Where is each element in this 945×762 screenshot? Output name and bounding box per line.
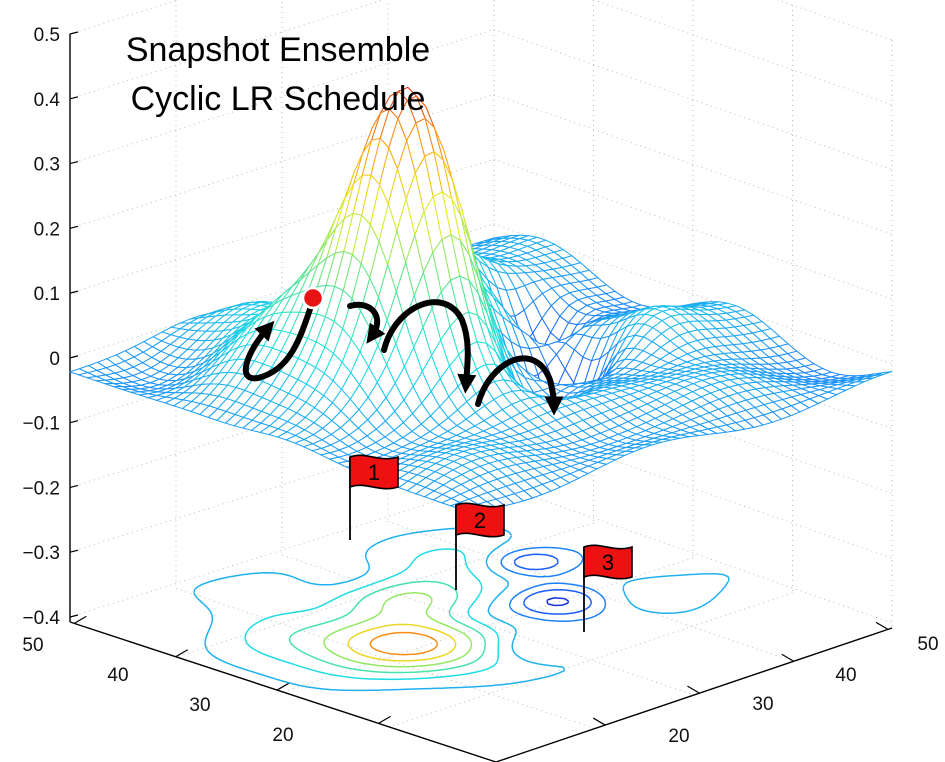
trajectory-arrow <box>381 299 477 394</box>
z-tick-mark <box>69 290 79 294</box>
y-tick-mark <box>276 682 290 691</box>
z-tick-label: 0.5 <box>34 25 60 46</box>
flag-label: 1 <box>368 460 380 485</box>
floor-grid-line <box>175 588 596 729</box>
z-tick-label: 0 <box>49 349 60 370</box>
x-tick-mark <box>875 621 889 630</box>
z-tick-mark <box>69 549 79 553</box>
floor-grid-line <box>282 557 694 693</box>
z-tick-label: −0.3 <box>22 543 60 564</box>
z-tick-mark <box>69 225 79 229</box>
y-tick-label: 50 <box>22 635 43 656</box>
x-tick-label: 50 <box>917 634 938 655</box>
z-tick-mark <box>69 31 79 35</box>
trajectory-arrows <box>242 286 564 416</box>
floor-grid-line <box>387 521 794 662</box>
z-tick-mark <box>69 96 79 100</box>
snapshot-flag: 3 <box>583 544 633 632</box>
trajectory-arrow <box>242 297 316 382</box>
x-tick-label: 20 <box>668 726 689 747</box>
z-tick-mark <box>69 420 79 424</box>
snapshot-flag: 2 <box>455 502 505 590</box>
grid-line-right <box>493 482 893 624</box>
y-tick-label: 40 <box>107 665 128 686</box>
x-tick-label: 40 <box>835 665 856 686</box>
z-tick-label: −0.2 <box>22 478 60 499</box>
trajectory-arrow <box>475 355 564 416</box>
x-axis-line <box>495 627 893 762</box>
y-tick-label: 20 <box>272 725 293 746</box>
contour-line <box>513 553 593 615</box>
contour-line <box>369 631 438 656</box>
snapshot-flag: 1 <box>349 454 399 540</box>
grid-line-right <box>493 29 893 171</box>
z-tick-label: −0.1 <box>22 414 60 435</box>
z-tick-mark <box>69 484 79 489</box>
contour-line <box>193 526 730 692</box>
contour-line <box>288 580 486 674</box>
contour-line <box>323 592 473 668</box>
z-tick-mark <box>69 614 79 618</box>
grid-line-right <box>493 93 893 235</box>
flag-cloth <box>349 454 399 490</box>
z-tick-mark <box>69 160 79 165</box>
z-tick-label: 0.1 <box>34 284 60 305</box>
y-tick-mark <box>175 649 188 658</box>
grid-line-right <box>592 0 893 106</box>
contour-line <box>546 597 570 607</box>
z-tick-label: 0.2 <box>34 219 60 240</box>
grid-line-left <box>69 29 495 165</box>
y-axis-line <box>69 621 497 762</box>
x-tick-mark <box>687 685 700 694</box>
x-tick-label: 30 <box>752 694 773 715</box>
grid-line-right <box>493 158 893 300</box>
flag-label: 3 <box>602 550 614 575</box>
axes-box <box>69 34 893 762</box>
contour-projection <box>193 526 730 692</box>
z-tick-label: 0.3 <box>34 155 60 176</box>
contour-line <box>347 623 457 662</box>
flag-label: 2 <box>474 508 486 533</box>
floor-grid-line <box>389 592 793 728</box>
grid-line-left <box>69 482 495 618</box>
snapshot-flags: 1 2 3 <box>349 454 633 632</box>
trajectory-arrow <box>347 301 386 344</box>
z-axis: 0.5 0.4 0.3 0.2 0.1 0 −0.1 −0.2 −0.3 −0.4 <box>22 25 79 629</box>
start-point <box>301 286 325 310</box>
floor-grid-line <box>176 522 594 658</box>
chart-title: Snapshot Ensemble <box>126 31 430 69</box>
flag-cloth <box>583 544 633 580</box>
x-tick-mark <box>592 717 606 726</box>
x-axis: 50 40 30 20 <box>592 621 939 747</box>
y-tick-mark <box>73 615 87 624</box>
y-tick-label: 30 <box>189 695 210 716</box>
z-tick-mark <box>69 355 79 359</box>
z-tick-label: 0.4 <box>34 90 61 111</box>
x-tick-mark <box>781 653 795 662</box>
grid-line-right <box>493 223 893 365</box>
contour-line <box>244 548 500 681</box>
z-tick-label: −0.4 <box>22 608 60 629</box>
surface-mesh <box>68 86 893 513</box>
flag-cloth <box>455 502 505 538</box>
chart-subtitle: Cyclic LR Schedule <box>131 80 426 118</box>
y-axis: 50 40 30 20 <box>22 615 391 746</box>
y-tick-mark <box>378 715 391 724</box>
